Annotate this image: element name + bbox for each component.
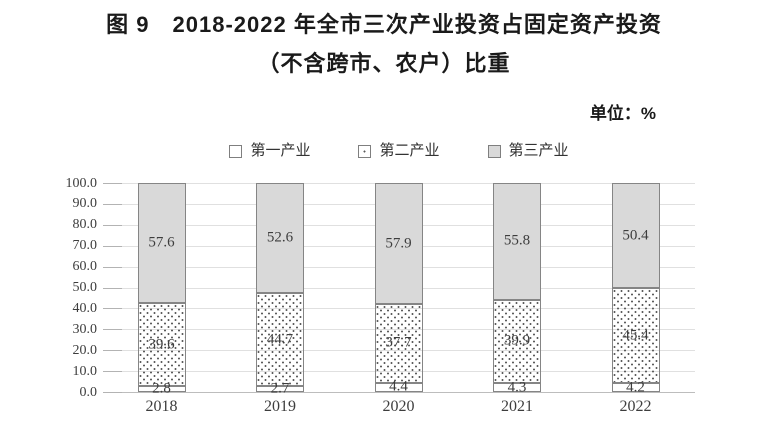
bar-segment-2018-tertiary: 57.6 — [137, 183, 186, 304]
y-axis-tick — [103, 308, 122, 310]
bar-segment-2020-secondary: 37.7 — [374, 304, 423, 383]
bar-value-label: 57.6 — [148, 234, 175, 251]
bar-value-label: 55.8 — [503, 232, 531, 249]
bar-value-label: 4.3 — [507, 379, 527, 395]
bar-value-label: 39.6 — [148, 336, 175, 353]
y-axis-label: 50.0 — [72, 280, 98, 295]
bar-segment-2019-tertiary: 52.6 — [256, 183, 304, 293]
y-axis-label: 30.0 — [72, 321, 98, 337]
legend-item-secondary-industry: 第二产业 — [358, 142, 440, 159]
bar-value-label: 50.4 — [622, 227, 649, 244]
y-axis-label: 70.0 — [72, 238, 98, 254]
figure-title-line1: 图 9 2018-2022 年全市三次产业投资占固定资产投资 — [106, 12, 662, 37]
unit-label: 单位：% — [589, 104, 656, 123]
bar-value-label: 2.8 — [152, 380, 171, 397]
y-axis-label: 100.0 — [65, 175, 98, 191]
bar-value-label: 4.2 — [626, 379, 645, 396]
y-axis-tick — [103, 224, 122, 226]
legend-swatch-dotted-icon — [358, 144, 372, 158]
bar-segment-2022-primary: 4.2 — [611, 379, 660, 396]
y-axis-tick — [103, 245, 122, 247]
y-axis-label: 90.0 — [72, 196, 98, 212]
y-axis-tick — [103, 203, 122, 205]
chart-legend: 第一产业 第二产业 第三产业 — [103, 141, 695, 161]
bar-value-label: 39.9 — [503, 332, 531, 349]
x-axis-label: 2018 — [145, 398, 178, 415]
bar-segment-2018-secondary: 39.6 — [137, 303, 186, 387]
x-axis-label: 2022 — [619, 398, 652, 415]
bar-2019: 2.7 44.7 52.6 — [256, 183, 304, 396]
y-axis-tick — [103, 329, 122, 331]
legend-label: 第三产业 — [508, 142, 569, 159]
legend-swatch-white-icon — [229, 144, 243, 158]
bar-segment-2020-tertiary: 57.9 — [374, 183, 423, 305]
y-axis-tick — [103, 183, 122, 184]
legend-swatch-gray-icon — [487, 144, 501, 158]
bar-segment-2019-secondary: 44.7 — [256, 292, 304, 387]
y-axis-label: 80.0 — [72, 217, 98, 233]
y-axis-tick — [103, 371, 122, 373]
y-axis-label: 10.0 — [72, 363, 98, 379]
bar-value-label: 37.7 — [385, 334, 412, 351]
gridline — [103, 392, 695, 393]
bar-value-label: 4.4 — [389, 378, 408, 395]
bar-2020: 4.4 37.7 57.9 — [374, 183, 423, 395]
bar-value-label: 45.4 — [622, 327, 649, 344]
bar-segment-2021-secondary: 39.9 — [493, 299, 541, 384]
bar-2021: 4.3 39.9 55.8 — [493, 183, 541, 395]
x-axis-label: 2021 — [501, 398, 533, 415]
bar-segment-2019-primary: 2.7 — [256, 381, 304, 396]
y-axis-label: 20.0 — [72, 342, 98, 358]
y-axis-label: 40.0 — [72, 300, 98, 316]
y-axis-tick — [103, 392, 122, 393]
x-axis-label: 2019 — [264, 398, 296, 415]
bar-segment-2021-primary: 4.3 — [493, 379, 541, 395]
bar-segment-2022-secondary: 45.4 — [611, 288, 660, 384]
y-axis-tick — [103, 287, 122, 289]
legend-label: 第一产业 — [250, 142, 311, 159]
y-axis-label: 0.0 — [79, 384, 98, 400]
bar-segment-2018-primary: 2.8 — [137, 381, 186, 396]
legend-item-primary-industry: 第一产业 — [229, 142, 311, 159]
x-axis-label: 2020 — [382, 398, 415, 415]
y-axis-tick — [103, 266, 122, 268]
y-axis-tick — [103, 350, 122, 352]
bar-segment-2022-tertiary: 50.4 — [611, 183, 660, 289]
figure-title-line2: （不含跨市、农户）比重 — [257, 51, 511, 76]
y-axis-label: 60.0 — [72, 259, 98, 275]
bar-value-label: 2.7 — [270, 380, 290, 397]
bar-2022: 4.2 45.4 50.4 — [611, 183, 660, 396]
bar-segment-2021-tertiary: 55.8 — [493, 183, 541, 300]
legend-item-tertiary-industry: 第三产业 — [487, 142, 569, 159]
bar-value-label: 57.9 — [385, 235, 412, 252]
bar-value-label: 52.6 — [266, 229, 294, 246]
legend-label: 第二产业 — [379, 142, 440, 159]
bar-segment-2020-primary: 4.4 — [374, 378, 423, 395]
bar-2018: 2.8 39.6 57.6 — [137, 183, 186, 396]
bar-value-label: 44.7 — [266, 331, 294, 348]
